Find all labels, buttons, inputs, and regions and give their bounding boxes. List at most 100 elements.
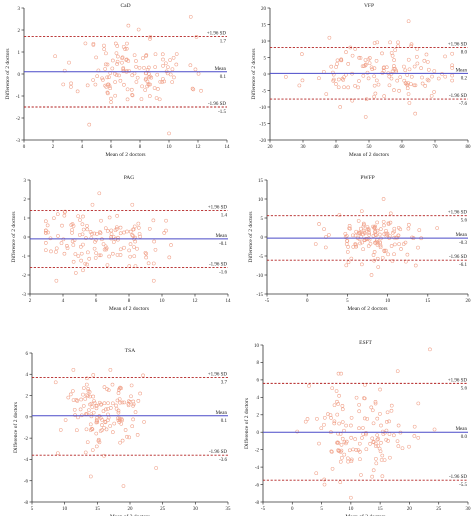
data-point <box>132 254 137 258</box>
data-point <box>314 471 319 476</box>
data-point <box>376 437 381 441</box>
data-point <box>392 88 396 92</box>
data-point <box>395 235 400 240</box>
data-point <box>81 386 86 390</box>
data-point <box>119 421 124 426</box>
data-point <box>412 64 417 69</box>
data-point <box>108 367 113 372</box>
data-point <box>157 97 162 102</box>
data-point <box>416 245 420 250</box>
upper-loa-value: 1.4 <box>221 213 228 218</box>
data-point <box>393 48 398 52</box>
data-point <box>413 263 418 268</box>
data-point <box>94 238 98 242</box>
data-point <box>394 235 398 240</box>
y-tick-label: -5 <box>259 255 264 260</box>
data-point <box>406 92 411 96</box>
data-point <box>44 241 48 245</box>
data-point <box>46 230 50 235</box>
data-point <box>125 229 129 234</box>
data-point <box>91 78 95 82</box>
data-point <box>188 63 193 68</box>
data-point <box>136 225 141 230</box>
data-point <box>426 78 431 83</box>
data-point <box>335 58 340 63</box>
data-point <box>71 389 75 393</box>
data-point <box>68 392 73 397</box>
data-point <box>130 93 135 98</box>
data-point <box>65 244 69 248</box>
data-point <box>110 382 115 387</box>
data-point <box>133 264 138 268</box>
x-tick-label: 6 <box>110 145 113 150</box>
data-point <box>108 86 113 91</box>
data-point <box>362 64 366 68</box>
x-tick-label: 15 <box>95 507 101 512</box>
data-point <box>344 441 348 446</box>
data-point <box>331 70 335 75</box>
x-tick-label: 8 <box>139 145 142 150</box>
data-point <box>154 96 159 100</box>
data-point <box>133 239 137 244</box>
data-point <box>102 43 106 48</box>
data-point <box>370 67 375 71</box>
data-point <box>103 67 107 71</box>
data-point <box>385 410 390 415</box>
data-point <box>335 440 340 445</box>
mean-value: 0.1 <box>220 75 227 80</box>
data-point <box>327 233 331 237</box>
data-point <box>366 57 371 62</box>
data-point <box>126 399 131 404</box>
data-point <box>430 74 434 79</box>
data-point <box>153 247 158 252</box>
x-tick-label: 15 <box>378 507 384 512</box>
data-point <box>111 240 116 244</box>
x-tick-label: 0 <box>23 145 26 150</box>
y-tick-label: 6 <box>26 352 29 357</box>
data-point <box>148 82 152 87</box>
data-point <box>94 55 98 60</box>
data-point <box>415 46 420 51</box>
data-point <box>342 85 346 90</box>
data-point <box>303 419 308 424</box>
data-point <box>375 416 380 421</box>
data-point <box>376 444 381 448</box>
data-point <box>167 255 172 260</box>
x-tick-label: 25 <box>160 507 166 512</box>
x-tick-label: 10 <box>62 507 68 512</box>
data-point <box>382 248 386 253</box>
data-point <box>324 92 329 96</box>
data-point <box>132 224 137 229</box>
data-point <box>118 418 122 422</box>
data-point <box>90 427 95 432</box>
data-point <box>147 226 152 231</box>
data-point <box>372 230 377 234</box>
data-point <box>356 219 361 223</box>
data-point <box>384 437 389 442</box>
data-point <box>129 87 134 92</box>
data-point <box>396 444 401 448</box>
data-point <box>196 71 201 76</box>
data-point <box>86 387 90 391</box>
data-point <box>359 473 363 477</box>
y-tick-label: 5 <box>264 56 267 61</box>
data-point <box>136 399 141 403</box>
data-point <box>362 228 366 233</box>
data-point <box>106 401 110 405</box>
data-point <box>113 80 117 84</box>
data-point <box>374 461 379 466</box>
data-point <box>143 250 148 255</box>
y-tick-label: -3 <box>22 293 27 298</box>
y-tick-label: 1 <box>24 217 27 222</box>
x-axis-title: Mean of 2 doctors <box>105 151 145 158</box>
data-point <box>92 401 97 405</box>
data-point <box>115 44 120 48</box>
data-point <box>193 67 198 72</box>
y-tick-label: 20 <box>261 7 267 12</box>
y-tick-label: -4 <box>24 458 29 463</box>
data-point <box>118 440 122 445</box>
data-point <box>130 233 134 237</box>
x-tick-label: 30 <box>466 507 472 512</box>
data-point <box>113 93 117 98</box>
data-point <box>382 458 387 462</box>
